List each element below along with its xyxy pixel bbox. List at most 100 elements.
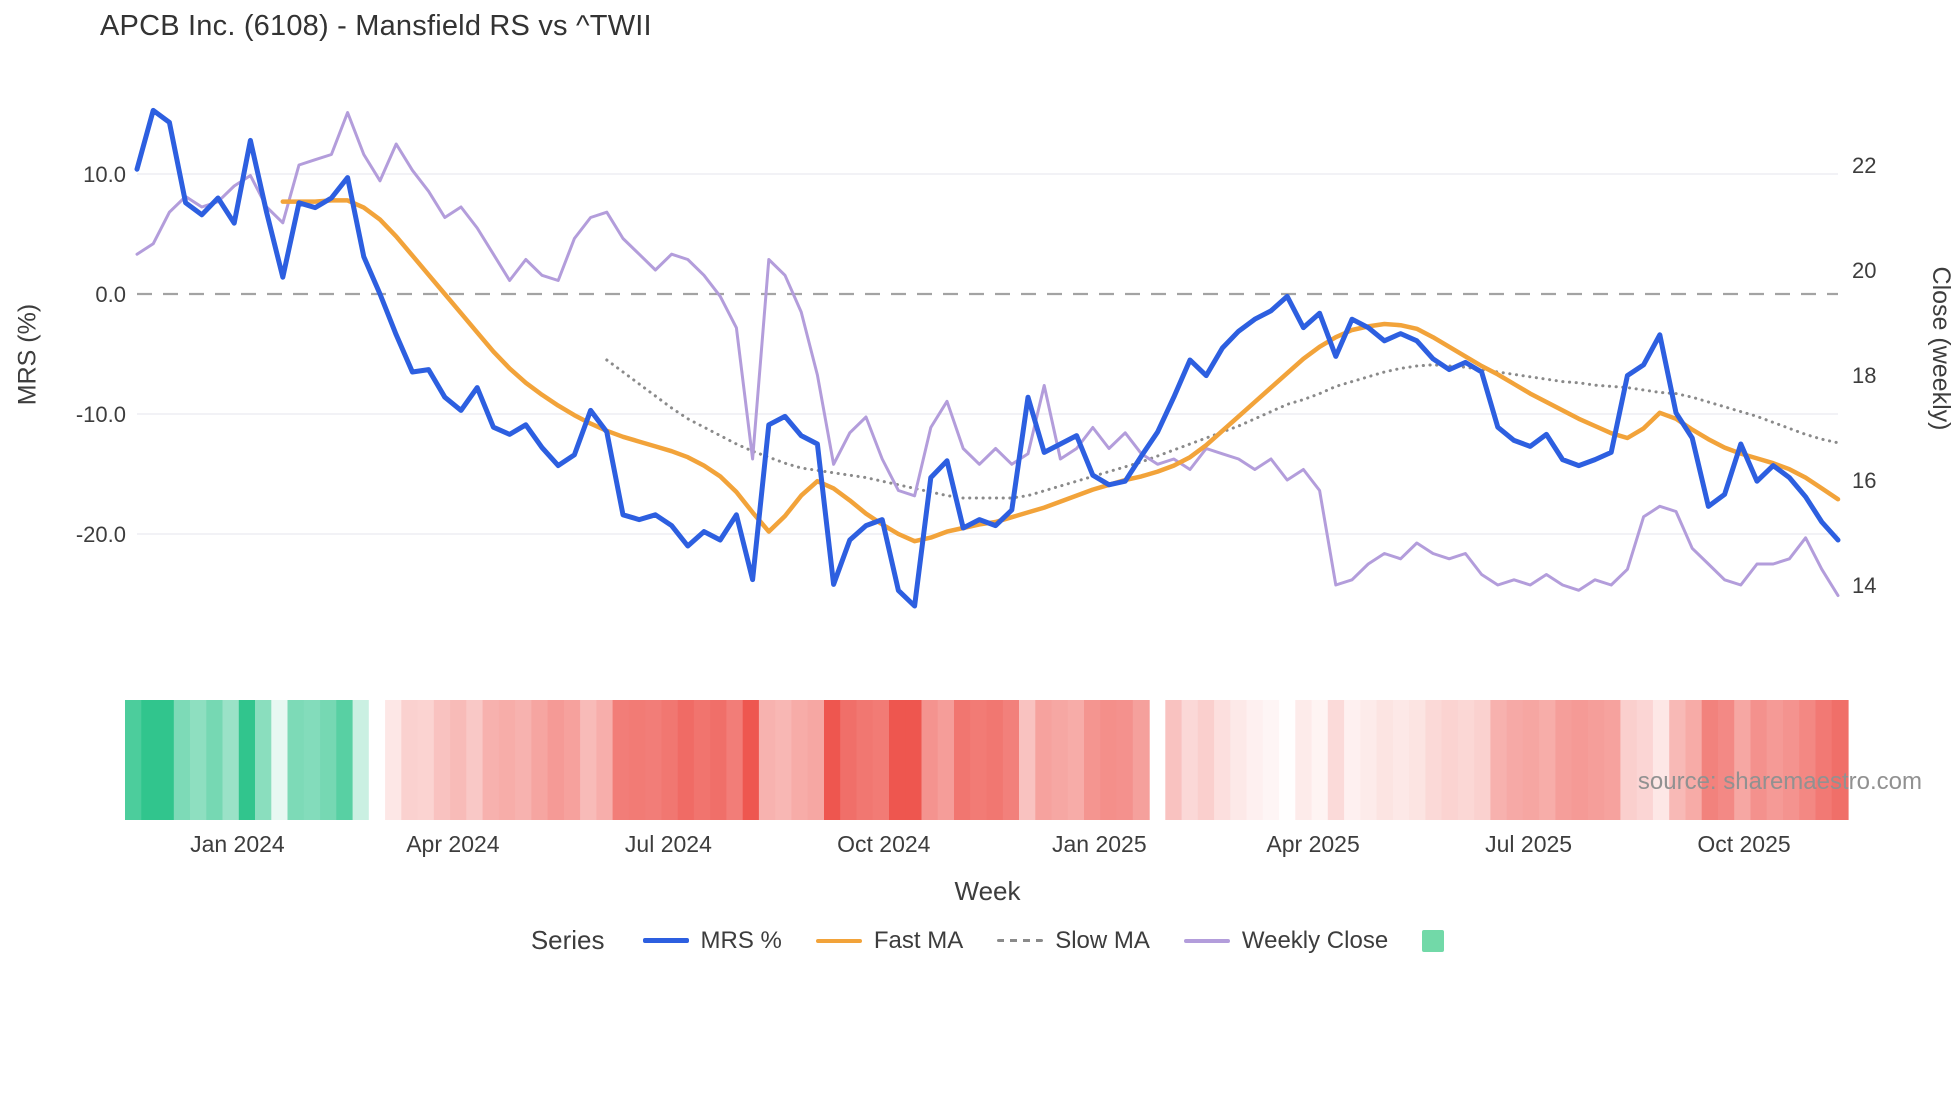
y-axis-title-right: Close (weekly) <box>1927 266 1955 431</box>
heatmap-cell <box>547 700 565 820</box>
legend-label-fast-ma: Fast MA <box>873 926 964 954</box>
heatmap-cell <box>889 700 906 820</box>
x-tick-label: Apr 2025 <box>1266 831 1359 857</box>
legend-item-weekly-close[interactable]: Weekly Close <box>1183 926 1389 955</box>
heatmap-cell <box>824 700 841 820</box>
heatmap-cell <box>856 700 874 820</box>
heatmap-cell <box>1311 700 1329 820</box>
heatmap-cell <box>1262 700 1280 820</box>
heatmap-cell <box>937 700 955 820</box>
heatmap-cell <box>1799 700 1817 820</box>
heatmap-cell <box>1815 700 1833 820</box>
heatmap-cell <box>255 700 272 820</box>
heatmap-cell <box>1344 700 1361 820</box>
heatmap-cell <box>401 700 419 820</box>
heatmap-cell <box>1035 700 1053 820</box>
legend-label-slow-ma: Slow MA <box>1055 926 1150 954</box>
heatmap-cell <box>482 700 500 820</box>
heatmap-cell <box>791 700 809 820</box>
series-line-weekly-close[interactable] <box>135 111 1840 597</box>
heatmap-cell <box>1019 700 1036 820</box>
heatmap-cell <box>1685 700 1703 820</box>
heatmap-cell <box>287 700 305 820</box>
heatmap-cell <box>1490 700 1508 820</box>
legend-item-slow-ma[interactable]: Slow MA <box>997 927 1150 955</box>
weekly-close-line-swatch <box>1183 938 1230 943</box>
heatmap-cell <box>385 700 402 820</box>
heatmap-cell <box>1652 700 1670 820</box>
x-tick-label: Jul 2024 <box>625 831 712 857</box>
legend-label-weekly-close: Weekly Close <box>1241 926 1389 954</box>
heatmap-cell <box>872 700 890 820</box>
heatmap-cell <box>1750 700 1768 820</box>
heatmap-cell <box>563 700 581 820</box>
heatmap-cell <box>157 700 175 820</box>
y-right-tick-label: 22 <box>1852 153 1876 178</box>
legend: Series MRS % Fast MA Slow MA Weekly Clos… <box>0 925 1960 956</box>
heatmap-cell <box>710 700 728 820</box>
heatmap-cell <box>921 700 939 820</box>
heatmap-cell <box>190 700 207 820</box>
heatmap-cell <box>1766 700 1784 820</box>
heatmap-cell <box>433 700 451 820</box>
heatmap-cell <box>1165 700 1183 820</box>
heatmap-cell <box>628 700 646 820</box>
heatmap-cell <box>1783 700 1800 820</box>
y-left-tick-label: 10.0 <box>83 162 126 187</box>
heatmap-cell <box>1441 700 1459 820</box>
heatmap-cell <box>970 700 988 820</box>
heatmap-legend-swatch[interactable] <box>1422 929 1445 952</box>
heatmap-cell <box>1100 700 1118 820</box>
y-right-tick-label: 20 <box>1852 258 1876 283</box>
series-line-fast-ma[interactable] <box>280 198 1841 544</box>
heatmap-cell <box>1246 700 1264 820</box>
heatmap-cell <box>1522 700 1540 820</box>
heatmap-cell <box>1181 700 1199 820</box>
chart-title: APCB Inc. (6108) - Mansfield RS vs ^TWII <box>100 10 652 42</box>
legend-title: Series <box>530 925 605 955</box>
heatmap-cell <box>1457 700 1475 820</box>
heatmap-cell <box>840 700 858 820</box>
heatmap-cell <box>320 700 337 820</box>
heatmap-cell <box>417 700 435 820</box>
heatmap-cell <box>368 700 386 820</box>
x-tick-label: Jan 2025 <box>1052 831 1147 857</box>
heatmap-cell <box>206 700 224 820</box>
heatmap-cell <box>271 700 289 820</box>
series-line-mrs-[interactable] <box>134 107 1841 609</box>
heatmap-cell <box>1604 700 1622 820</box>
y-right-tick-label: 14 <box>1852 573 1876 598</box>
heatmap-cell <box>612 700 630 820</box>
heatmap-cell <box>693 700 711 820</box>
heatmap-cell <box>515 700 532 820</box>
heatmap-cell <box>758 700 776 820</box>
legend-item-mrs-pct[interactable]: MRS % <box>642 927 782 955</box>
heatmap-cell <box>1067 700 1085 820</box>
legend-item-fast-ma[interactable]: Fast MA <box>815 926 964 955</box>
x-axis-title: Week <box>954 876 1021 906</box>
fast-ma-line-swatch <box>815 938 862 943</box>
heatmap-cell <box>352 700 370 820</box>
heatmap-cell <box>1701 700 1719 820</box>
heatmap-cell <box>742 700 760 820</box>
series-line-slow-ma[interactable] <box>605 358 1840 500</box>
heatmap-cell <box>125 700 142 820</box>
heatmap-cell <box>1084 700 1101 820</box>
mrs-line-swatch <box>642 938 689 943</box>
heatmap-cell <box>173 700 191 820</box>
heatmap-cell <box>1051 700 1069 820</box>
heatmap-cell <box>1539 700 1557 820</box>
heatmap-cell <box>1132 700 1150 820</box>
heatmap-cell <box>1831 700 1849 820</box>
heatmap-cell <box>1718 700 1735 820</box>
heatmap-cell <box>580 700 597 820</box>
heatmap-cell <box>531 700 549 820</box>
x-tick-label: Oct 2025 <box>1697 831 1790 857</box>
y-axis-title-left: MRS (%) <box>13 303 42 406</box>
slow-ma-line-swatch <box>997 938 1044 943</box>
heatmap-cell <box>986 700 1004 820</box>
heatmap-cell <box>954 700 971 820</box>
chart-canvas[interactable]: 10.0 0.0 -10.0 -20.0 22 20 18 16 14 Jan 2024 Apr 2… <box>0 0 1960 880</box>
heatmap-cell <box>1197 700 1215 820</box>
